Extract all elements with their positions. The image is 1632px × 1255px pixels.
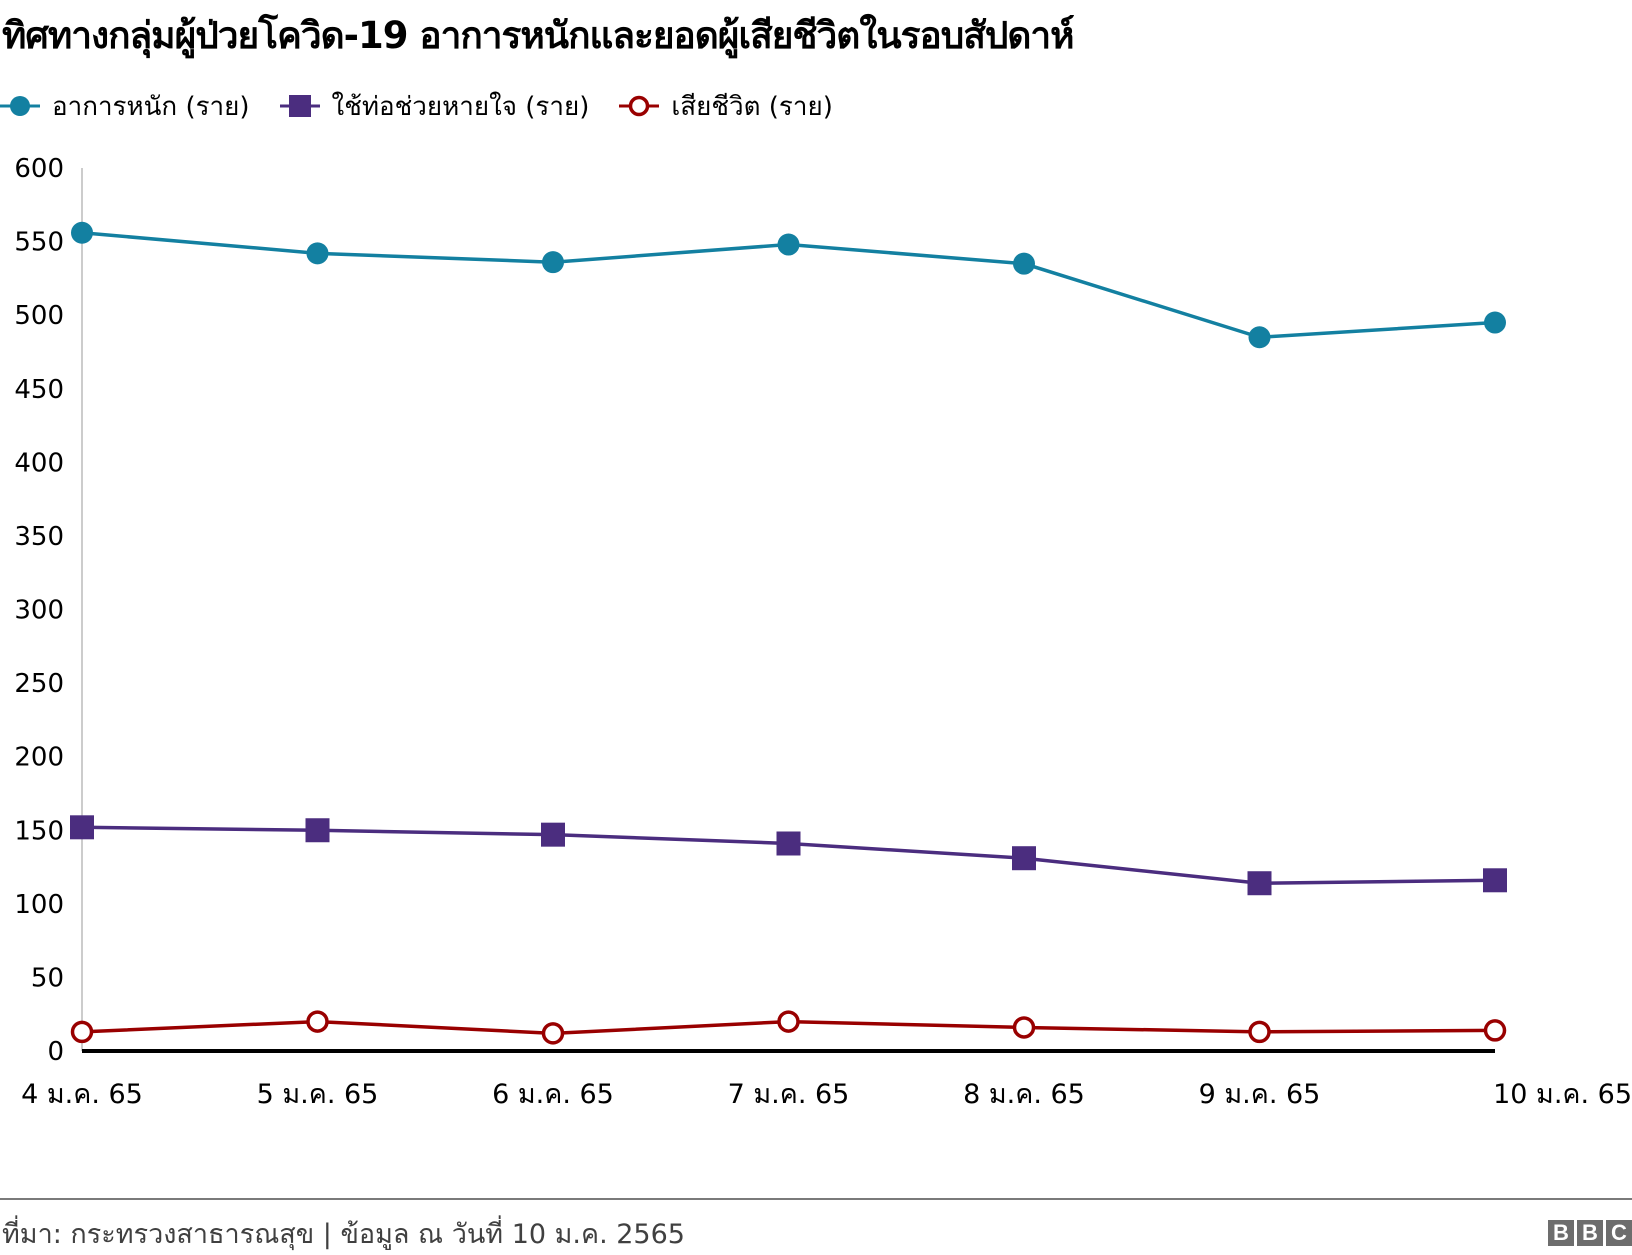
bbc-logo-letter: B	[1577, 1220, 1603, 1246]
data-point-square	[776, 831, 801, 856]
x-tick-label: 7 ม.ค. 65	[728, 1079, 850, 1110]
y-tick-label: 400	[14, 448, 64, 478]
bbc-logo: B B C	[1548, 1220, 1632, 1246]
data-point-square	[541, 822, 565, 847]
x-tick-label: 4 ม.ค. 65	[21, 1079, 143, 1110]
data-point-circle	[1248, 326, 1271, 349]
source-note: ที่มา: กระทรวงสาธารณสุข | ข้อมูล ณ วันที…	[2, 1219, 685, 1250]
legend-label: เสียชีวิต (ราย)	[671, 91, 833, 122]
bbc-logo-letter: B	[1548, 1220, 1574, 1246]
y-tick-label: 550	[14, 228, 64, 258]
y-tick-label: 0	[47, 1037, 64, 1067]
data-point-square	[1247, 871, 1272, 896]
legend-item-severe: อาการหนัก (ราย)	[0, 86, 250, 127]
data-point-circle	[1013, 252, 1035, 275]
y-tick-label: 450	[14, 375, 64, 405]
data-point-circle	[306, 242, 329, 265]
legend-label: อาการหนัก (ราย)	[52, 91, 250, 122]
data-point-hollow-circle	[1483, 1019, 1507, 1042]
chart-title: ทิศทางกลุ่มผู้ป่วยโควิด-19 อาการหนักและย…	[2, 14, 1075, 57]
data-point-hollow-circle	[1248, 1020, 1271, 1044]
y-tick-label: 600	[14, 154, 64, 184]
legend-label: ใช้ท่อช่วยหายใจ (ราย)	[331, 91, 590, 122]
filled-circle-marker-icon	[0, 96, 40, 116]
y-tick-label: 150	[14, 816, 64, 846]
data-point-circle	[1484, 311, 1506, 334]
data-point-hollow-circle	[541, 1022, 565, 1045]
y-tick-label: 350	[14, 522, 64, 552]
x-tick-label: 10 ม.ค. 65	[1493, 1079, 1632, 1110]
x-tick-label: 8 ม.ค. 65	[963, 1079, 1085, 1110]
data-point-square	[1012, 846, 1036, 871]
y-tick-label: 500	[14, 301, 64, 331]
data-point-square	[305, 818, 330, 843]
legend-item-ventilator: ใช้ท่อช่วยหายใจ (ราย)	[279, 86, 590, 127]
data-point-circle	[777, 233, 800, 256]
y-tick-label: 100	[14, 890, 64, 920]
legend-item-deaths: เสียชีวิต (ราย)	[619, 86, 833, 127]
y-tick-label: 50	[31, 963, 64, 993]
bbc-logo-letter: C	[1606, 1220, 1632, 1246]
line-chart: 0 50 100 150 200 250 300 350 400 450 500 550 600 4 ม.…	[14, 154, 1632, 1110]
x-tick-label: 5 ม.ค. 65	[257, 1079, 379, 1110]
data-point-circle	[71, 221, 93, 244]
data-point-square	[1483, 868, 1507, 893]
data-point-hollow-circle	[1012, 1016, 1036, 1039]
y-tick-label: 250	[14, 669, 64, 699]
data-point-hollow-circle	[777, 1010, 800, 1033]
y-tick-label: 200	[14, 743, 64, 773]
data-point-hollow-circle	[306, 1010, 329, 1033]
y-tick-label: 300	[14, 596, 64, 626]
legend: อาการหนัก (ราย) ใช้ท่อช่วยหายใจ (ราย) เส…	[0, 86, 863, 126]
footer-divider	[0, 1198, 1632, 1200]
x-tick-label: 6 ม.ค. 65	[492, 1079, 614, 1110]
data-point-hollow-circle	[70, 1020, 94, 1044]
filled-square-marker-icon	[279, 95, 320, 117]
data-point-square	[70, 815, 94, 840]
data-point-circle	[542, 251, 564, 274]
x-tick-label: 9 ม.ค. 65	[1199, 1079, 1321, 1110]
hollow-circle-marker-icon	[619, 95, 660, 117]
